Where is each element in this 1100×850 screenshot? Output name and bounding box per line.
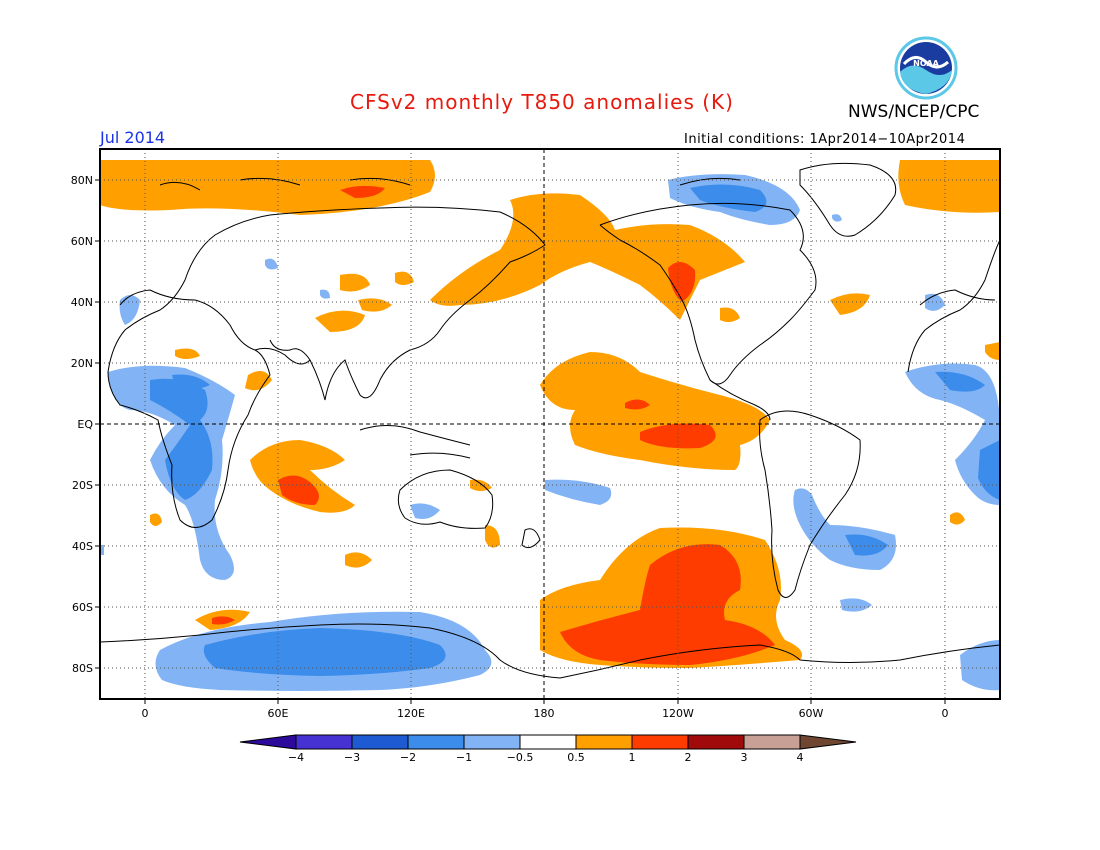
colorbar-label: −4	[288, 751, 304, 764]
colorbar: −4 −3 −2 −1 −0.5 0.5 1 2 3 4	[239, 734, 857, 764]
colorbar-label: 3	[741, 751, 748, 764]
lon-label: 0	[142, 707, 149, 720]
colorbar-swatch	[687, 734, 745, 750]
colorbar-swatch	[575, 734, 633, 750]
lon-label: 60E	[268, 707, 289, 720]
agency-label: NWS/NCEP/CPC	[848, 102, 980, 122]
lat-label: 80N	[71, 174, 93, 187]
colorbar-label: 0.5	[567, 751, 585, 764]
coastlines	[100, 162, 1000, 679]
warm-region-arctic-east	[898, 160, 1000, 213]
lat-label: 80S	[72, 662, 93, 675]
colorbar-swatch	[351, 734, 409, 750]
lat-label: 40S	[72, 540, 93, 553]
colorbar-label: −0.5	[507, 751, 534, 764]
warm-region-arctic-west	[100, 160, 435, 215]
colorbar-label: 4	[797, 751, 804, 764]
longitude-labels: 0 60E 120E 180 120W 60W 0	[142, 707, 949, 720]
anomaly-shading	[100, 160, 1000, 691]
lon-label: 180	[534, 707, 555, 720]
forecast-month: Jul 2014	[100, 128, 166, 147]
colorbar-arrow-low	[239, 734, 297, 750]
colorbar-swatch	[295, 734, 353, 750]
colorbar-label: −3	[344, 751, 360, 764]
lon-label: 60W	[799, 707, 824, 720]
colorbar-label: 2	[685, 751, 692, 764]
lon-label: 120E	[397, 707, 425, 720]
lat-label: EQ	[77, 418, 93, 431]
colorbar-swatch	[519, 734, 577, 750]
colorbar-label: −2	[400, 751, 416, 764]
tick-marks	[95, 179, 946, 704]
lon-label: 0	[942, 707, 949, 720]
colorbar-arrow-high	[799, 734, 857, 750]
lat-label: 20N	[71, 357, 93, 370]
lat-label: 60N	[71, 235, 93, 248]
initial-conditions: Initial conditions: 1Apr2014−10Apr2014	[684, 132, 966, 147]
colorbar-swatch	[463, 734, 521, 750]
chart-title: CFSv2 monthly T850 anomalies (K)	[350, 90, 734, 114]
colorbar-swatch	[631, 734, 689, 750]
colorbar-label: −1	[456, 751, 472, 764]
lat-label: 20S	[72, 479, 93, 492]
noaa-logo: NOAA	[894, 36, 958, 100]
warm-region-north-pacific	[430, 193, 745, 320]
colorbar-swatch	[407, 734, 465, 750]
colorbar-swatch	[743, 734, 801, 750]
lat-label: 60S	[72, 601, 93, 614]
noaa-logo-text: NOAA	[913, 59, 939, 68]
warm-region-indian-ocean	[250, 440, 355, 513]
latitude-labels: 80N 60N 40N 20N EQ 20S 40S 60S 80S	[71, 174, 94, 675]
colorbar-label: 1	[629, 751, 636, 764]
lat-label: 40N	[71, 296, 93, 309]
lon-label: 120W	[662, 707, 694, 720]
